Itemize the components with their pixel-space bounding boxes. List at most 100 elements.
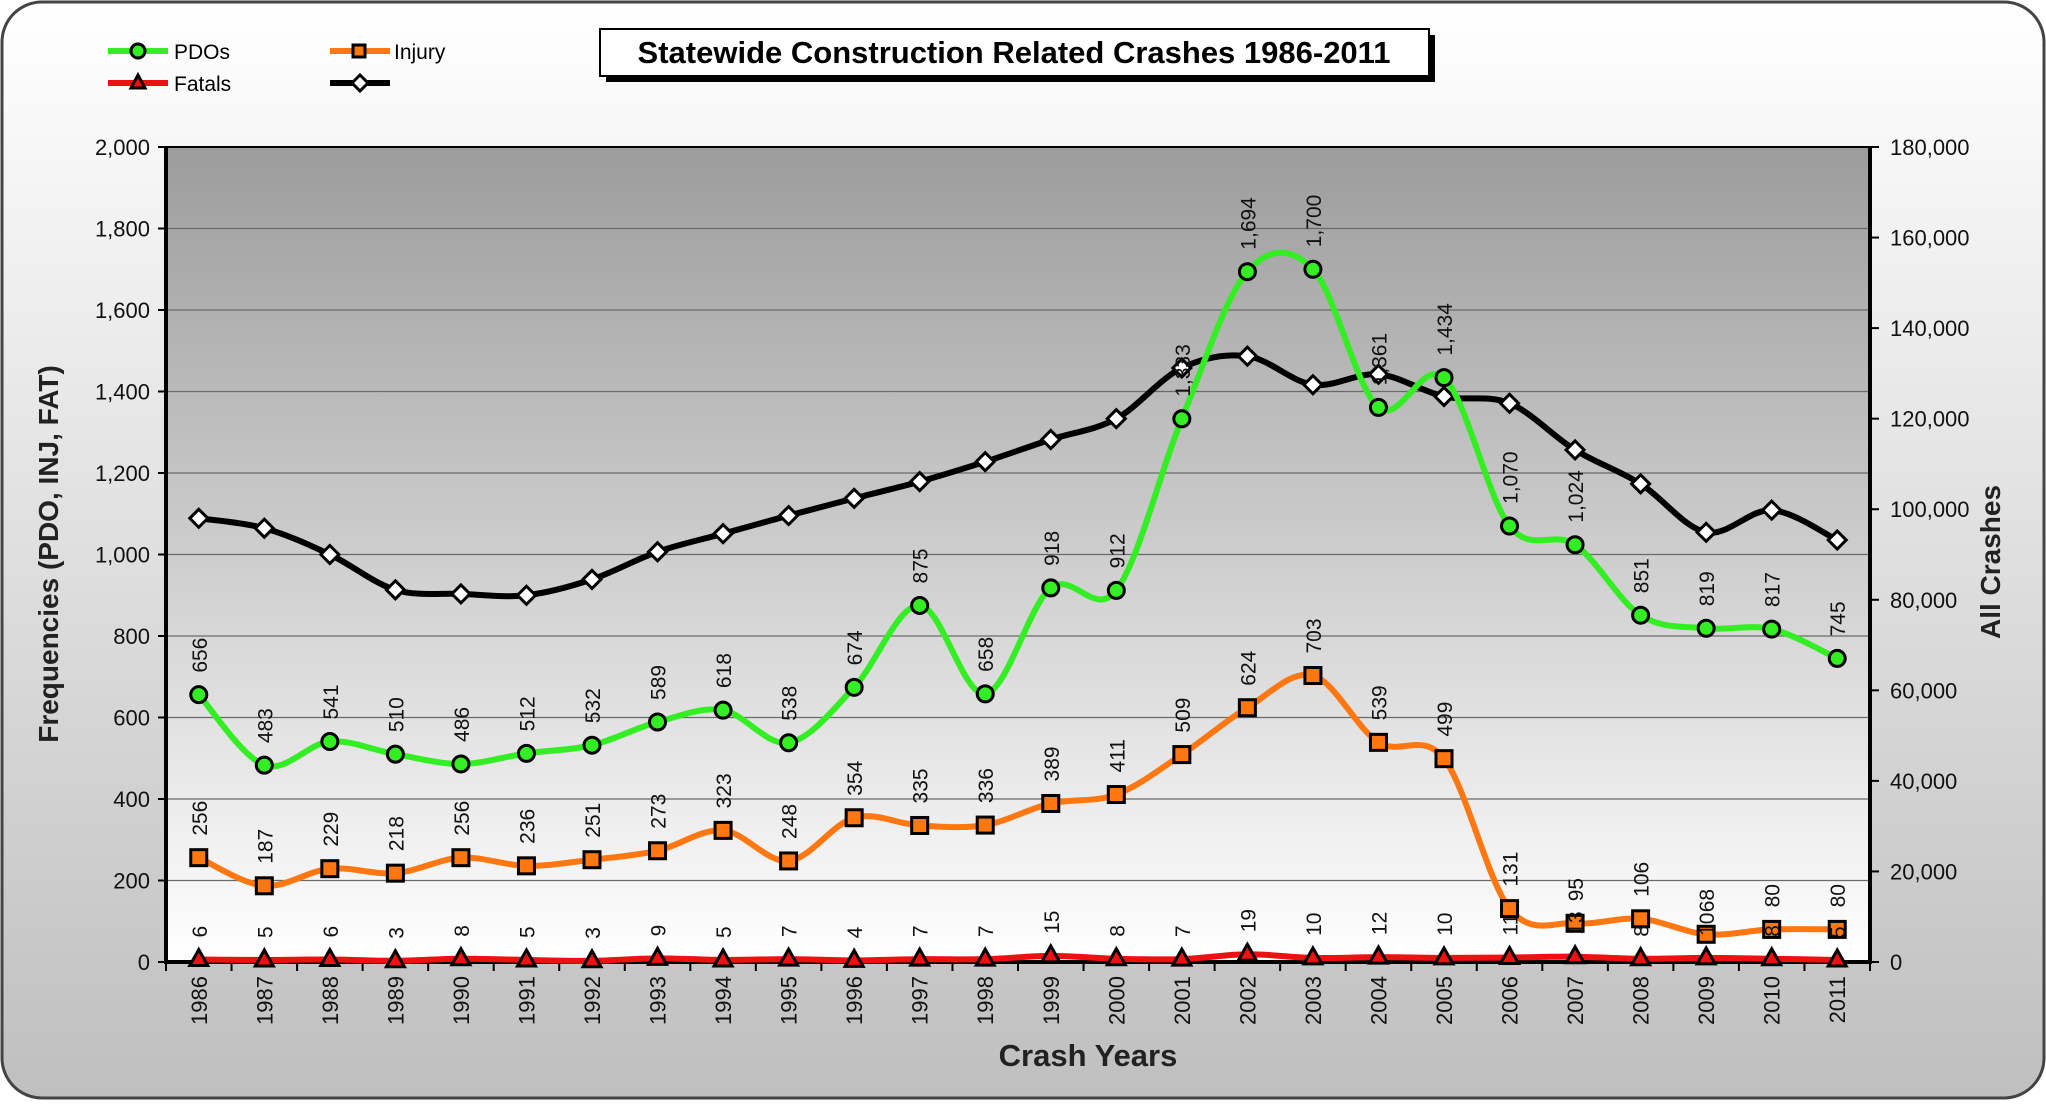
data-label: 106	[1631, 862, 1654, 897]
square-marker	[779, 851, 799, 871]
circle-marker	[1565, 535, 1585, 555]
legend-item-pdos: PDOs	[108, 41, 230, 64]
x-tick-label: 1991	[514, 976, 539, 1025]
x-tick-label: 2001	[1170, 976, 1195, 1025]
circle-marker	[1237, 262, 1257, 282]
legend-label-pdos: PDOs	[174, 41, 230, 64]
triangle-marker	[1366, 944, 1391, 965]
data-label: 95	[1565, 878, 1588, 901]
square-marker	[1696, 924, 1716, 944]
square-marker-icon	[351, 43, 367, 59]
circle-marker	[451, 754, 471, 774]
triangle-marker	[1563, 943, 1587, 965]
data-label: 411	[1106, 739, 1129, 772]
legend-item-all-crashes	[330, 72, 390, 94]
triangle-marker	[252, 946, 276, 968]
square-marker	[648, 841, 668, 861]
series-group	[187, 249, 1849, 969]
data-label: 5	[1827, 926, 1850, 938]
y-right-tick-label: 120,000	[1890, 407, 1970, 432]
circle-marker	[254, 755, 274, 775]
y-right-tick-label: 40,000	[1890, 769, 1957, 794]
square-marker	[910, 815, 930, 835]
y-right-tick-label: 0	[1890, 950, 1902, 975]
circle-marker	[516, 743, 536, 763]
x-tick-label: 2003	[1301, 976, 1326, 1025]
triangle-marker	[1629, 945, 1653, 967]
circle-marker	[1500, 516, 1520, 536]
diamond-marker	[711, 522, 735, 545]
data-label: 273	[648, 794, 671, 829]
square-marker	[1631, 909, 1651, 929]
data-label: 851	[1631, 558, 1654, 593]
data-label: 256	[189, 801, 212, 836]
square-marker	[1762, 919, 1782, 939]
y-tick-label: 1,000	[95, 543, 150, 568]
triangle-marker	[973, 946, 997, 967]
square-marker	[1368, 732, 1388, 752]
triangle-marker	[1235, 941, 1259, 962]
data-label: 7	[910, 925, 933, 937]
legend-item-injury: Injury	[330, 41, 446, 64]
square-marker	[451, 848, 471, 868]
square-marker	[516, 856, 536, 876]
data-label: 8	[1631, 925, 1654, 937]
data-label: 1,333	[1172, 344, 1195, 397]
x-tick-label: 1990	[449, 976, 474, 1025]
data-label: 1,361	[1368, 333, 1391, 386]
data-label: 3	[385, 927, 408, 939]
data-label: 1,434	[1434, 303, 1457, 356]
circle-marker	[1106, 580, 1126, 600]
data-label: 1,700	[1303, 195, 1326, 248]
diamond-marker	[1826, 528, 1849, 552]
triangle-marker	[514, 946, 539, 968]
triangle-marker	[645, 945, 670, 966]
data-label: 656	[189, 638, 212, 673]
y-tick-label: 1,400	[95, 380, 150, 405]
legend: PDOs Injury Fatals	[108, 41, 446, 96]
square-marker	[1041, 793, 1061, 813]
circle-marker	[648, 712, 668, 732]
data-label: 483	[254, 708, 277, 743]
circle-marker	[1696, 618, 1716, 638]
data-label: 512	[516, 696, 539, 731]
x-tick-label: 2011	[1825, 976, 1850, 1023]
triangle-marker	[1170, 946, 1194, 967]
data-label: 7	[975, 925, 998, 937]
x-tick-label: 2007	[1563, 976, 1588, 1025]
square-marker	[1303, 666, 1323, 686]
title-box	[599, 28, 1430, 77]
diamond-marker	[646, 540, 669, 563]
y-right-tick-label: 80,000	[1890, 588, 1957, 613]
x-tick-label: 2010	[1760, 976, 1785, 1025]
square-marker	[189, 848, 209, 868]
diamond-marker	[187, 507, 210, 530]
data-label: 1,694	[1237, 197, 1260, 250]
triangle-marker	[1760, 945, 1784, 967]
diamond-marker	[1563, 438, 1587, 462]
data-label: 256	[451, 801, 474, 836]
x-tick-label: 1995	[777, 976, 802, 1025]
data-label: 131	[1500, 852, 1523, 887]
data-label: 15	[1041, 911, 1064, 934]
data-label: 6	[320, 926, 343, 938]
data-label: 187	[254, 829, 277, 864]
x-tick-label: 1992	[580, 976, 605, 1025]
diamond-marker	[253, 517, 276, 540]
triangle-marker	[711, 946, 735, 968]
data-label: 10	[1696, 913, 1719, 936]
square-marker	[582, 850, 602, 870]
x-tick-label: 1986	[187, 976, 212, 1025]
diamond-marker	[1367, 363, 1390, 386]
data-label: 532	[582, 688, 605, 723]
diamond-marker	[777, 504, 800, 527]
data-label: 236	[516, 809, 539, 844]
y-right-tick-label: 160,000	[1890, 226, 1970, 251]
diamond-marker	[974, 450, 997, 473]
diamond-marker	[1039, 428, 1062, 451]
circle-marker	[582, 735, 602, 755]
square-marker	[975, 815, 995, 835]
x-tick-label: 2006	[1498, 976, 1523, 1025]
triangle-marker	[383, 947, 407, 969]
